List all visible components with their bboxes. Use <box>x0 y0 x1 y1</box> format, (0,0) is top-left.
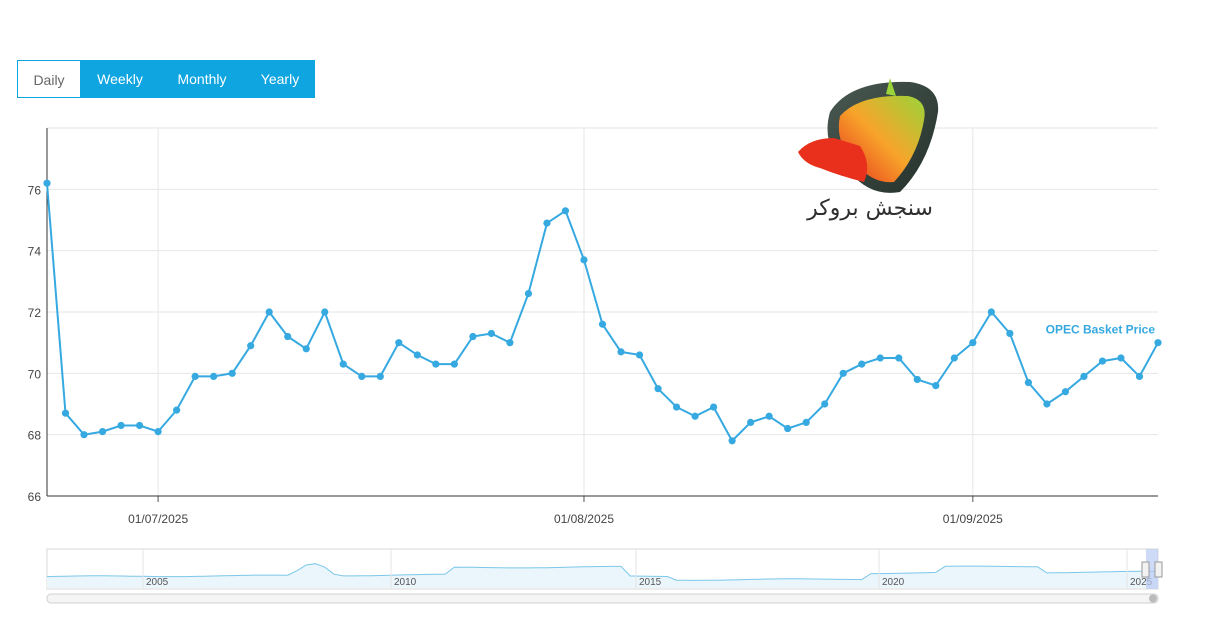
navigator-label: 2015 <box>639 577 662 588</box>
data-point <box>154 428 162 436</box>
y-tick-label: 72 <box>28 306 42 320</box>
data-point <box>247 342 255 350</box>
data-point <box>561 207 570 215</box>
navigator-handle-left[interactable] <box>1141 561 1150 578</box>
y-tick-label: 70 <box>28 367 42 381</box>
data-point <box>543 219 551 227</box>
data-point <box>524 290 533 298</box>
data-point <box>1061 388 1070 396</box>
data-point <box>987 308 995 316</box>
data-point <box>672 403 681 411</box>
data-point <box>1006 329 1014 338</box>
data-point <box>821 400 829 408</box>
data-point <box>969 339 977 347</box>
x-tick-label: 01/07/2025 <box>128 512 188 526</box>
navigator-area <box>47 563 1158 588</box>
data-point <box>1098 357 1107 365</box>
tab-monthly[interactable]: Monthly <box>159 60 245 98</box>
data-point <box>450 360 458 368</box>
data-point <box>858 360 866 368</box>
data-point <box>191 372 199 380</box>
navigator-selection[interactable] <box>1146 549 1158 589</box>
data-point <box>839 369 847 377</box>
y-tick-label: 76 <box>28 183 42 197</box>
data-point <box>265 308 273 316</box>
tab-weekly[interactable]: Weekly <box>81 60 159 98</box>
y-tick-label: 66 <box>28 490 42 504</box>
navigator-handle-right[interactable] <box>1154 561 1163 578</box>
data-point <box>173 406 181 414</box>
data-point <box>932 382 940 390</box>
data-point <box>747 418 755 426</box>
data-point <box>358 372 366 380</box>
navigator-label: 2020 <box>882 577 905 588</box>
period-tabs: Daily Weekly Monthly Yearly <box>17 60 315 98</box>
scrollbar-track[interactable] <box>46 593 1159 604</box>
data-point <box>617 348 625 356</box>
data-point <box>284 332 292 341</box>
data-point <box>950 354 958 362</box>
data-point <box>228 369 236 377</box>
data-point <box>43 179 51 187</box>
data-point <box>210 372 218 380</box>
data-point <box>506 339 514 347</box>
data-point <box>728 437 736 445</box>
x-tick-label: 01/09/2025 <box>943 512 1003 526</box>
broker-logo-text: سنجش بروکر <box>807 196 933 221</box>
data-point <box>135 421 144 430</box>
broker-logo-icon <box>798 78 939 193</box>
data-point <box>1024 378 1032 387</box>
data-point <box>413 351 421 359</box>
data-point <box>1117 354 1125 362</box>
data-point <box>635 351 644 359</box>
tab-yearly[interactable]: Yearly <box>245 60 315 98</box>
data-point <box>432 360 440 368</box>
data-point <box>1080 372 1088 380</box>
data-point <box>469 332 477 341</box>
data-point <box>395 339 403 347</box>
data-point <box>598 320 607 328</box>
series-label: OPEC Basket Price <box>1046 323 1156 337</box>
data-point <box>691 412 699 420</box>
data-point <box>895 354 903 362</box>
data-point <box>61 409 70 417</box>
scrollbar-thumb[interactable] <box>1149 594 1157 603</box>
data-point <box>487 329 495 338</box>
data-point <box>117 421 125 430</box>
data-point <box>710 403 718 411</box>
data-point <box>876 354 884 362</box>
data-point <box>765 412 773 420</box>
data-point <box>80 431 88 439</box>
data-point <box>1154 339 1162 347</box>
tab-daily[interactable]: Daily <box>17 60 81 98</box>
data-point <box>339 360 347 368</box>
navigator-line <box>46 563 1159 581</box>
data-point <box>1043 400 1051 408</box>
x-tick-label: 01/08/2025 <box>554 512 614 526</box>
navigator-label: 2010 <box>394 577 417 588</box>
y-tick-label: 74 <box>28 245 42 259</box>
data-point <box>654 385 662 393</box>
navigator-label: 2005 <box>146 577 169 588</box>
data-point <box>376 372 384 380</box>
data-point <box>1135 372 1144 380</box>
data-point <box>913 375 921 384</box>
data-point <box>784 424 792 433</box>
data-point <box>302 345 310 353</box>
navigator-label: 2025 <box>1130 577 1153 588</box>
y-tick-label: 68 <box>28 429 42 443</box>
data-point <box>580 256 588 264</box>
data-point <box>802 418 810 426</box>
data-point <box>321 308 329 316</box>
data-point <box>98 428 107 436</box>
